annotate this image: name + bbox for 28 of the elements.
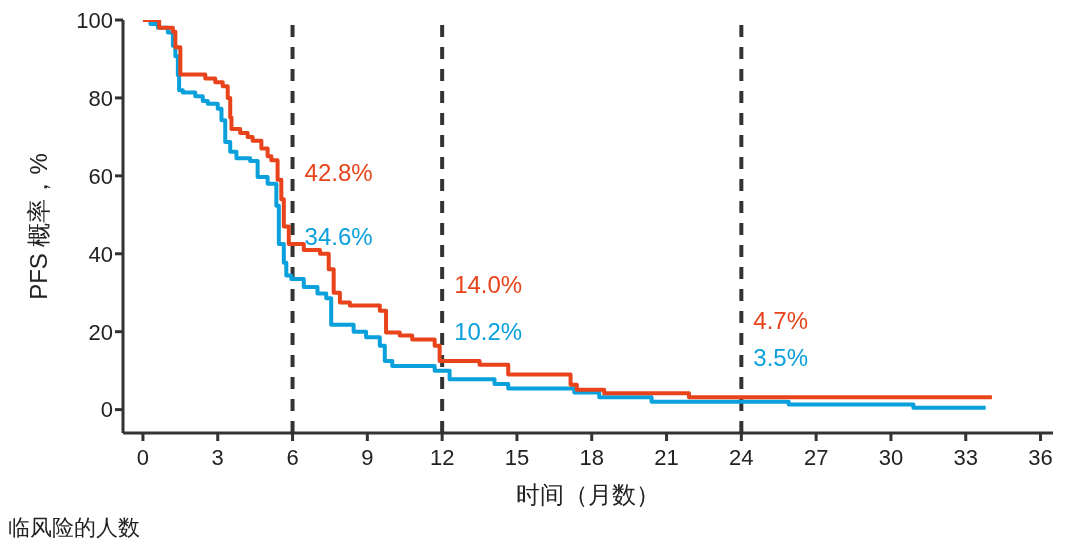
text: 临风险的人数 — [8, 514, 140, 542]
annotation: 42.8% — [304, 158, 373, 186]
y-axis-title: PFS 概率，% — [24, 153, 52, 300]
x-tick-label: 0 — [136, 444, 150, 470]
x-tick-label: 24 — [729, 444, 754, 470]
y-tick-label: 100 — [76, 7, 113, 33]
annotation: 10.2% — [454, 317, 523, 345]
annotation: 4.7% — [753, 307, 809, 335]
x-tick-label: 6 — [286, 444, 299, 470]
x-tick-label: 33 — [953, 444, 978, 470]
annotation: 34.6% — [304, 222, 373, 250]
y-tick-label: 60 — [88, 163, 113, 189]
x-tick-label: 18 — [579, 444, 604, 470]
y-tick-label: 0 — [100, 397, 113, 423]
x-tick-label: 21 — [654, 444, 679, 470]
x-tick-label: 30 — [878, 444, 904, 470]
annotation: 14.0% — [454, 271, 523, 299]
x-tick-label: 15 — [504, 444, 530, 470]
x-axis-title: 时间（月数） — [516, 481, 660, 508]
y-tick-label: 80 — [88, 85, 113, 111]
x-tick-label: 9 — [361, 444, 374, 470]
annotation: 3.5% — [753, 343, 809, 371]
y-tick-label: 20 — [88, 319, 113, 345]
x-tick-label: 3 — [211, 444, 224, 470]
y-tick-label: 40 — [88, 241, 113, 267]
x-tick-label: 12 — [429, 444, 455, 470]
x-tick-label: 36 — [1028, 444, 1053, 470]
x-tick-label: 27 — [803, 444, 829, 470]
